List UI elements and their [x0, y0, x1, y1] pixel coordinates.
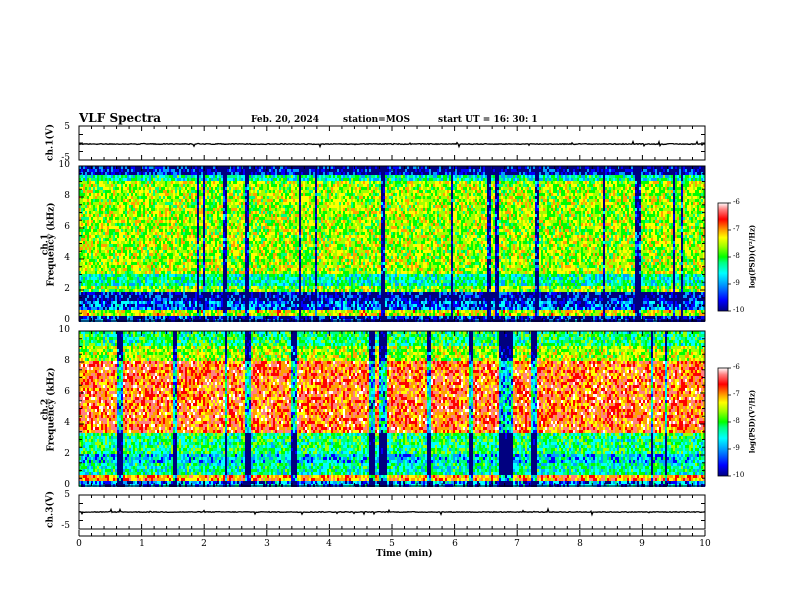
colorbar-2 — [718, 368, 728, 476]
ch1-wave-ytick-top: 5 — [50, 122, 70, 132]
start-time-label: start UT = 16: 30: 1 — [438, 115, 538, 125]
x-tick-label: 2 — [194, 539, 214, 549]
ch1-freq-tick: 10 — [50, 160, 70, 170]
x-tick-label: 5 — [382, 539, 402, 549]
station-label: station=MOS — [343, 115, 410, 125]
colorbar-2-label: log(PSD)(V²/Hz) — [748, 382, 757, 462]
x-tick-label: 3 — [257, 539, 277, 549]
ch1-waveform — [79, 142, 705, 147]
ch2-freq-tick: 6 — [50, 387, 70, 397]
ch2-freq-tick: 10 — [50, 325, 70, 335]
colorbars — [718, 203, 731, 476]
ch3-waveform — [79, 509, 705, 515]
colorbar-tick-label: -7 — [733, 225, 740, 233]
figure-title: VLF Spectra — [79, 113, 161, 123]
x-tick-label: 10 — [695, 539, 715, 549]
ch2-freq-tick: 8 — [50, 356, 70, 366]
ch2-freq-tick: 4 — [50, 418, 70, 428]
ch1-wave-frame — [79, 126, 705, 160]
plot-canvas — [0, 0, 792, 612]
ch2-freq-tick: 2 — [50, 449, 70, 459]
ch1-freq-tick: 0 — [50, 315, 70, 325]
x-tick-label: 4 — [319, 539, 339, 549]
date-label: Feb. 20, 2024 — [251, 115, 319, 125]
ch1-freq-tick: 8 — [50, 191, 70, 201]
vlf-figure: VLF Spectra Feb. 20, 2024 station=MOS st… — [0, 0, 792, 616]
ch2-spectrogram — [79, 331, 705, 487]
colorbar-tick-label: -10 — [733, 306, 744, 314]
colorbar-tick-label: -10 — [733, 471, 744, 479]
x-axis-label: Time (min) — [376, 549, 433, 559]
ch1-freq-tick: 2 — [50, 284, 70, 294]
ch3-wave-ytick-top: 5 — [50, 490, 70, 500]
colorbar-tick-label: -8 — [733, 417, 740, 425]
ch1-spec-ylabel-freq: Frequency (kHz) — [47, 195, 58, 295]
colorbar-tick-label: -9 — [733, 279, 740, 287]
x-tick-label: 0 — [69, 539, 89, 549]
colorbar-tick-label: -8 — [733, 252, 740, 260]
ch3-wave-ytick-bottom: -5 — [50, 521, 70, 531]
colorbar-tick-label: -9 — [733, 444, 740, 452]
x-tick-label: 6 — [445, 539, 465, 549]
colorbar-tick-label: -6 — [733, 198, 740, 206]
ch1-freq-tick: 4 — [50, 253, 70, 263]
colorbar-tick-label: -6 — [733, 363, 740, 371]
ch1-freq-tick: 6 — [50, 222, 70, 232]
ch1-spectrogram — [79, 166, 705, 322]
x-tick-label: 9 — [632, 539, 652, 549]
colorbar-1-label: log(PSD)(V²/Hz) — [748, 217, 757, 297]
colorbar-1 — [718, 203, 728, 311]
colorbar-tick-label: -7 — [733, 390, 740, 398]
ch2-spec-ylabel-freq: Frequency (kHz) — [47, 360, 58, 460]
x-tick-label: 1 — [132, 539, 152, 549]
x-tick-label: 8 — [570, 539, 590, 549]
x-tick-label: 7 — [507, 539, 527, 549]
